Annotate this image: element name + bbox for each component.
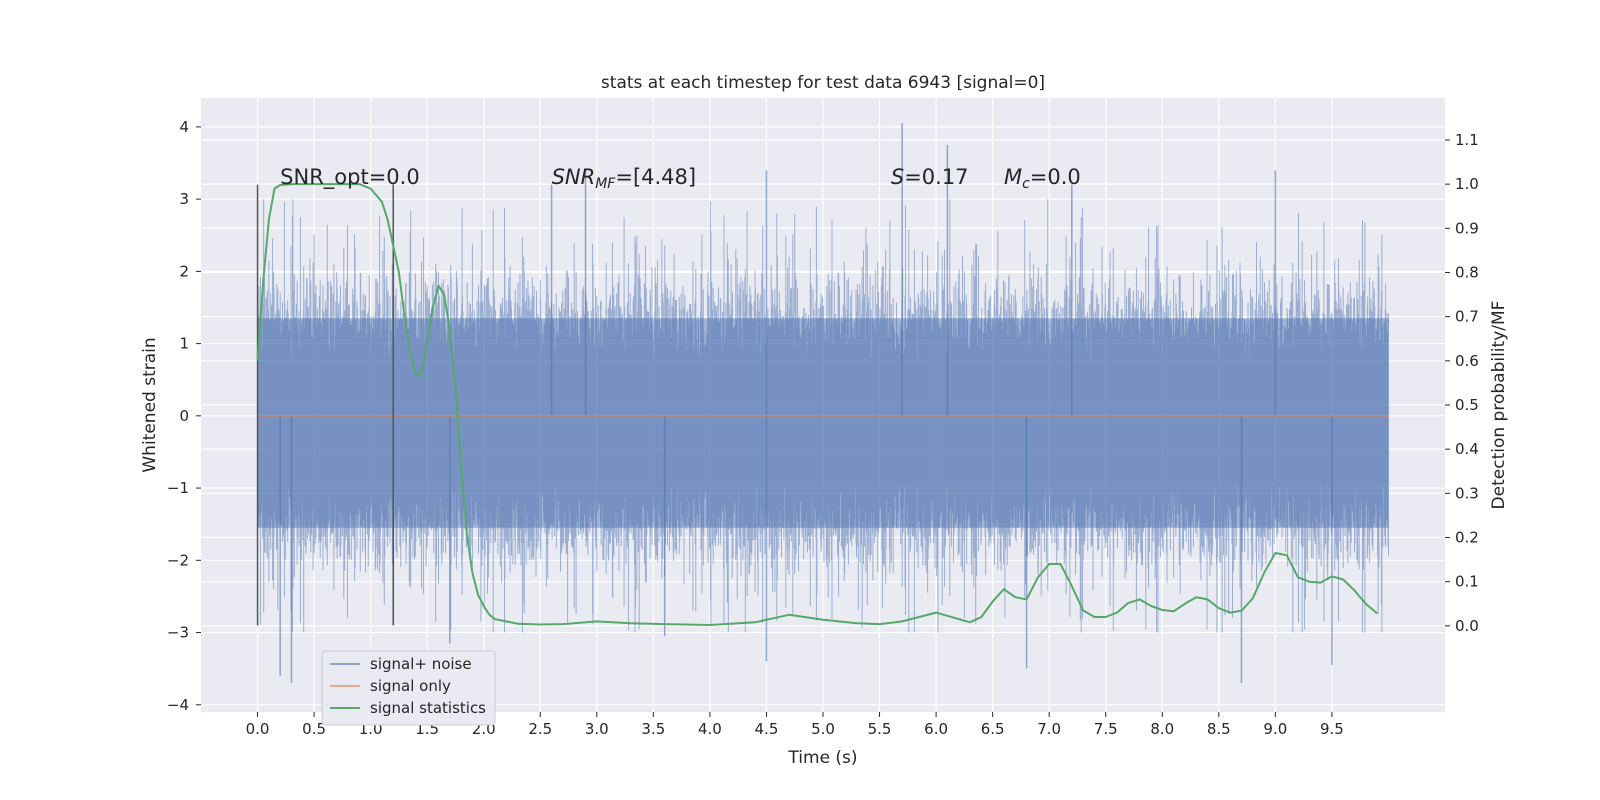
y-right-tick-label: 0.1 <box>1455 573 1479 591</box>
annotation-snr-mf: SNRMF=[4.48] <box>552 165 697 192</box>
y-right-tick-label: 0.3 <box>1455 484 1479 502</box>
x-tick-label: 5.5 <box>868 720 892 738</box>
y-right-tick-label: 0.8 <box>1455 263 1479 281</box>
x-tick-label: 0.0 <box>246 720 270 738</box>
y-right-tick-label: 0.6 <box>1455 352 1479 370</box>
y-right-tick-label: 1.1 <box>1455 131 1479 149</box>
x-tick-label: 2.5 <box>528 720 552 738</box>
chart-title: stats at each timestep for test data 694… <box>601 73 1045 93</box>
x-tick-label: 6.5 <box>981 720 1005 738</box>
x-tick-label: 3.5 <box>641 720 665 738</box>
annotation-mc: Mc=0.0 <box>1004 165 1081 192</box>
y-axis-ticks: 4 3 2 1 0 −1 −2 −3 −4 <box>167 118 201 714</box>
x-tick-label: 9.5 <box>1320 720 1344 738</box>
x-tick-label: 7.5 <box>1094 720 1118 738</box>
y-tick-label: 3 <box>179 190 189 208</box>
x-tick-label: 3.0 <box>585 720 609 738</box>
y-right-tick-label: 1.0 <box>1455 175 1479 193</box>
legend-box <box>321 650 496 726</box>
x-tick-label: 4.5 <box>755 720 779 738</box>
y-right-tick-label: 0.5 <box>1455 396 1479 414</box>
x-tick-label: 4.0 <box>698 720 722 738</box>
x-axis-ticks: 0.0 0.5 1.0 1.5 2.0 2.5 3.0 3.5 4.0 4.5 5.0 5.5 6.0 6… <box>246 712 1344 738</box>
signal-statistics-line <box>256 183 1378 626</box>
y-right-axis-ticks: 1.1 1.0 0.9 0.8 0.7 0.6 0.5 0.4 0.3 0.2 0.1 0.0 <box>1445 131 1479 635</box>
annotation-snr-opt: SNR_opt=0.0 <box>280 165 420 190</box>
y-tick-label: 4 <box>179 118 189 136</box>
signal-noise-series <box>257 123 1389 684</box>
y-tick-label: 2 <box>179 262 189 280</box>
y-tick-label: −1 <box>167 479 189 497</box>
noise-band <box>257 318 1389 528</box>
y-tick-label: 1 <box>179 335 189 353</box>
y-tick-label: 0 <box>179 407 189 425</box>
x-tick-label: 7.0 <box>1037 720 1061 738</box>
x-tick-label: 8.5 <box>1207 720 1231 738</box>
legend-label-noise: signal+ noise <box>370 655 472 673</box>
y-right-tick-label: 0.2 <box>1455 529 1479 547</box>
x-axis-label: Time (s) <box>787 748 857 768</box>
y-tick-label: −4 <box>167 696 189 714</box>
y-right-tick-label: 0.7 <box>1455 308 1479 326</box>
signal-statistics-series <box>256 183 1378 626</box>
y-right-tick-label: 0.0 <box>1455 617 1479 635</box>
y-right-tick-label: 0.9 <box>1455 219 1479 237</box>
x-tick-label: 5.0 <box>811 720 835 738</box>
y-axis-label: Whitened strain <box>140 337 160 472</box>
y-right-axis-label: Detection probability/MF <box>1489 301 1509 510</box>
x-tick-label: 8.0 <box>1150 720 1174 738</box>
vertical-markers <box>256 184 395 626</box>
annotation-s: S=0.17 <box>891 165 969 189</box>
legend: signal+ noise signal only signal statist… <box>321 650 496 726</box>
y-tick-label: −3 <box>167 624 189 642</box>
x-tick-label: 6.0 <box>924 720 948 738</box>
legend-label-stats: signal statistics <box>370 699 486 717</box>
legend-label-signal: signal only <box>370 677 451 695</box>
x-tick-label: 0.5 <box>302 720 326 738</box>
y-right-tick-label: 0.4 <box>1455 440 1479 458</box>
y-tick-label: −2 <box>167 551 189 569</box>
x-tick-label: 9.0 <box>1263 720 1287 738</box>
annotations: SNR_opt=0.0 SNRMF=[4.48] S=0.17 Mc=0.0 <box>280 165 1081 192</box>
